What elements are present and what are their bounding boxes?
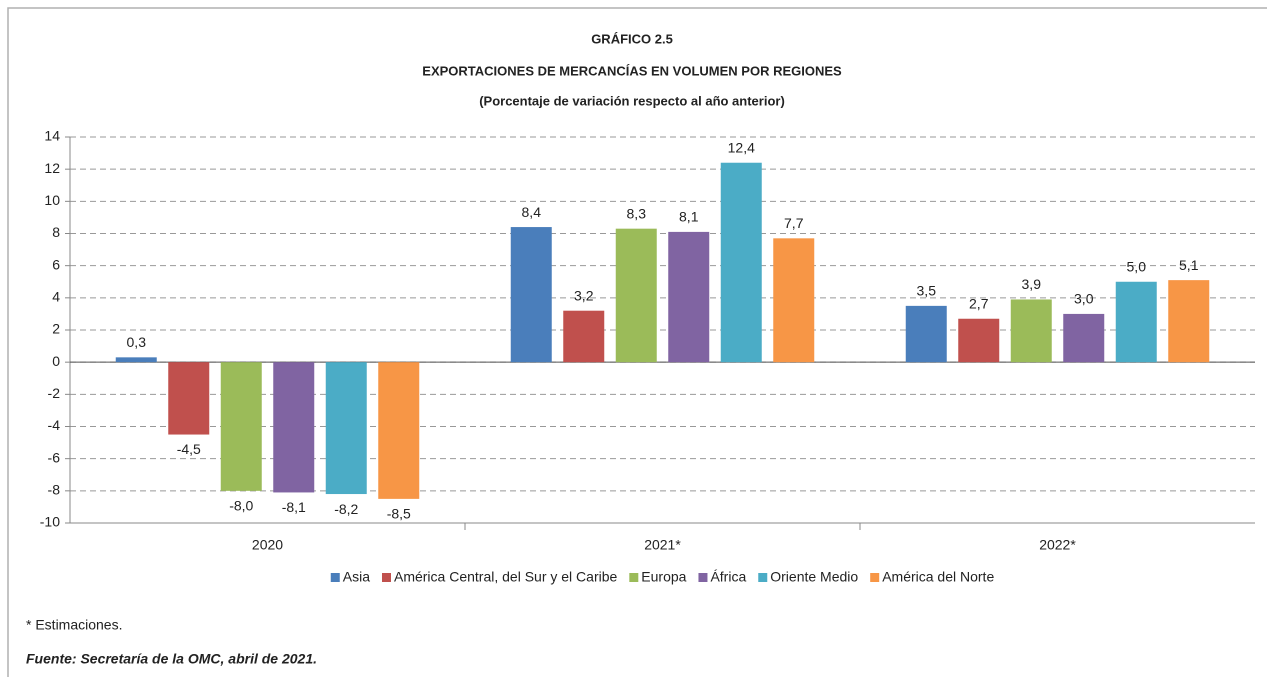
y-tick-label: -6 — [48, 449, 61, 465]
legend-label: Europa — [641, 569, 686, 585]
data-label: 3,5 — [917, 283, 937, 299]
bar — [720, 162, 762, 363]
data-label: 3,9 — [1022, 276, 1042, 292]
legend-swatch — [698, 573, 708, 582]
x-tick-label: 2020 — [252, 537, 283, 553]
legend-swatch — [381, 573, 391, 582]
data-label: 3,0 — [1074, 291, 1094, 307]
y-tick-label: 2 — [52, 321, 60, 337]
data-label: -4,5 — [177, 441, 201, 457]
note: * Estimaciones. — [26, 617, 122, 633]
y-tick-label: 10 — [44, 192, 60, 208]
bar — [510, 227, 552, 363]
legend-label: Oriente Medio — [770, 569, 858, 585]
bar — [1010, 299, 1052, 363]
bar — [773, 238, 815, 363]
bar — [1168, 280, 1210, 363]
y-tick-label: -8 — [48, 482, 61, 498]
x-tick-label: 2022* — [1039, 537, 1076, 553]
bar — [1063, 313, 1105, 363]
bar — [168, 362, 210, 435]
x-tick-label: 2021* — [644, 537, 681, 553]
legend-label: América del Norte — [882, 569, 994, 585]
data-label: 12,4 — [728, 139, 755, 155]
bar — [325, 362, 367, 495]
legend-swatch — [330, 573, 340, 582]
data-label: 0,3 — [127, 334, 147, 350]
y-tick-label: -2 — [48, 385, 61, 401]
chart-subtitle: (Porcentaje de variación respecto al año… — [479, 93, 785, 108]
bar — [668, 231, 710, 363]
y-tick-label: 12 — [44, 160, 60, 176]
chart-title: GRÁFICO 2.5 — [591, 31, 673, 46]
bar — [905, 305, 947, 363]
data-label: 5,1 — [1179, 257, 1199, 273]
frame — [7, 7, 1267, 677]
bar — [220, 362, 262, 491]
y-tick-label: 8 — [52, 224, 60, 240]
bar — [1115, 281, 1157, 363]
chart-subtitle: EXPORTACIONES DE MERCANCÍAS EN VOLUMEN P… — [422, 63, 842, 78]
data-label: 8,1 — [679, 209, 699, 225]
legend-swatch — [870, 573, 880, 582]
bar — [115, 357, 157, 363]
bar — [615, 228, 657, 363]
data-label: 7,7 — [784, 215, 804, 231]
bar — [563, 310, 605, 363]
data-label: 3,2 — [574, 287, 594, 303]
bar — [378, 362, 420, 499]
data-label: -8,5 — [387, 506, 411, 522]
y-tick-label: 6 — [52, 256, 60, 272]
bar — [958, 318, 1000, 363]
legend-swatch — [758, 573, 768, 582]
legend-label: África — [710, 569, 746, 585]
data-label: 5,0 — [1127, 258, 1147, 274]
legend-swatch — [629, 573, 639, 582]
y-tick-label: -10 — [40, 514, 60, 530]
source: Fuente: Secretaría de la OMC, abril de 2… — [26, 651, 317, 667]
data-label: -8,1 — [282, 499, 306, 515]
bar — [273, 362, 315, 493]
y-tick-label: 14 — [44, 128, 60, 144]
data-label: 8,4 — [522, 204, 542, 220]
y-tick-label: -4 — [48, 417, 61, 433]
data-label: 8,3 — [627, 205, 647, 221]
data-label: 2,7 — [969, 295, 989, 311]
data-label: -8,0 — [229, 498, 253, 514]
legend-label: Asia — [343, 569, 370, 585]
y-tick-label: 4 — [52, 289, 60, 305]
y-tick-label: 0 — [52, 353, 60, 369]
legend-label: América Central, del Sur y el Caribe — [394, 569, 618, 585]
data-label: -8,2 — [334, 501, 358, 517]
